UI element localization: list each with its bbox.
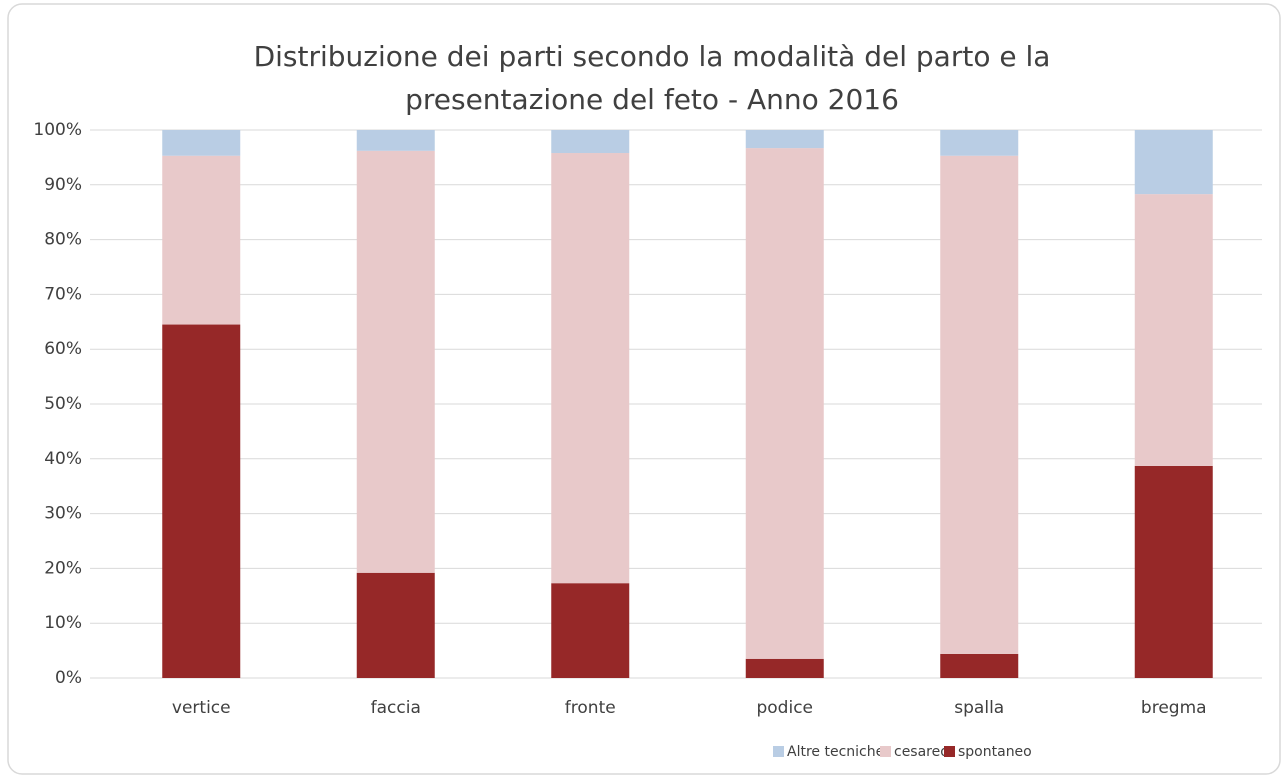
bar-segment (551, 583, 630, 678)
bar-segment (745, 148, 824, 659)
chart-title: Distribuzione dei parti secondo la modal… (254, 40, 1051, 73)
bar-segment (551, 130, 630, 154)
y-tick-label: 40% (44, 449, 82, 469)
y-tick-label: 70% (44, 284, 82, 304)
bar-segment (162, 155, 241, 325)
bar-segment (1134, 194, 1213, 466)
bar-segment (745, 130, 824, 149)
legend-label: Altre tecniche (787, 744, 884, 760)
bar-segment (1134, 130, 1213, 195)
bar-segment (162, 130, 241, 156)
y-tick-label: 90% (44, 175, 82, 195)
y-tick-label: 10% (44, 613, 82, 633)
x-tick-label: podice (756, 698, 813, 718)
y-tick-label: 0% (55, 668, 82, 688)
bar-segment (940, 653, 1019, 678)
legend-swatch (773, 746, 784, 757)
x-tick-label: faccia (371, 698, 421, 718)
bar-segment (551, 153, 630, 584)
bar-segment (356, 572, 435, 678)
bar-segment (162, 324, 241, 678)
bar-segment (940, 130, 1019, 156)
bar-segment (940, 155, 1019, 654)
x-tick-label: vertice (172, 698, 231, 718)
x-tick-label: fronte (565, 698, 616, 718)
legend-swatch (944, 746, 955, 757)
y-tick-label: 30% (44, 504, 82, 524)
x-tick-label: bregma (1141, 698, 1207, 718)
bar-segment (1134, 465, 1213, 678)
legend-swatch (880, 746, 891, 757)
y-tick-label: 80% (44, 230, 82, 250)
bar-segment (356, 150, 435, 573)
legend-label: spontaneo (958, 744, 1032, 760)
bar-segment (356, 130, 435, 151)
chart-subtitle: presentazione del feto - Anno 2016 (405, 83, 899, 116)
bar-segment (745, 658, 824, 678)
y-tick-label: 50% (44, 394, 82, 414)
y-tick-label: 20% (44, 558, 82, 578)
y-tick-label: 60% (44, 339, 82, 359)
x-tick-label: spalla (954, 698, 1004, 718)
legend-label: cesareo (894, 744, 949, 760)
y-tick-label: 100% (33, 120, 82, 140)
